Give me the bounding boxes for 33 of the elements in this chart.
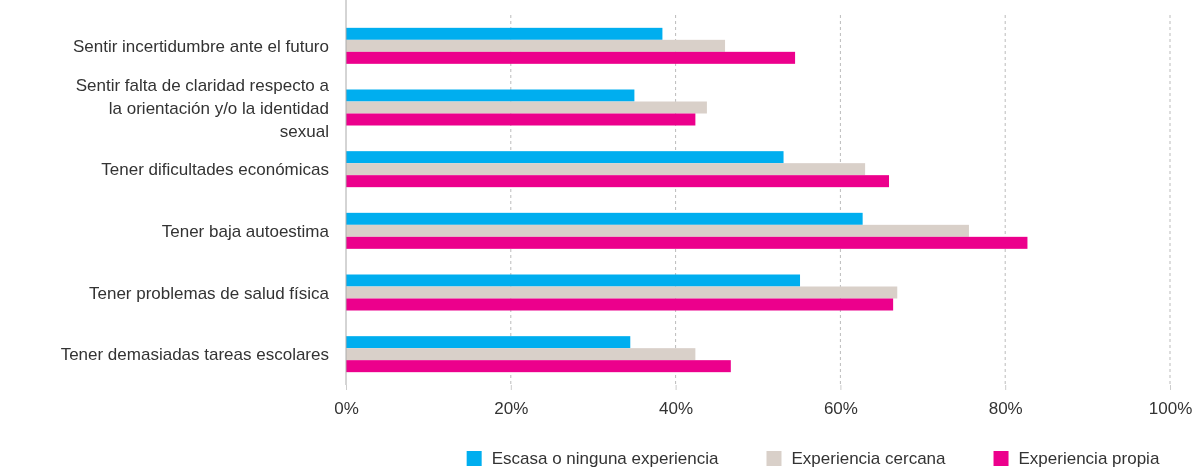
x-tick-label: 80%: [988, 399, 1023, 419]
bar: [346, 286, 898, 299]
y-tick-label: Tener dificultades económicas: [101, 160, 329, 180]
bar: [346, 101, 707, 114]
bar: [346, 27, 663, 40]
y-tick-label: Tener problemas de salud física: [88, 283, 330, 303]
bar: [346, 360, 731, 373]
x-tick-label: 40%: [659, 399, 694, 419]
bar: [346, 274, 801, 287]
bar: [346, 212, 863, 225]
bar: [346, 224, 969, 237]
y-tick-label: Sentir incertidumbre ante el futuro: [72, 36, 329, 56]
x-tick-label: 0%: [334, 399, 359, 419]
bar: [346, 336, 631, 349]
bar: [346, 236, 1028, 249]
bar: [346, 89, 635, 102]
bar: [346, 151, 784, 164]
legend-label: Escasa o ninguna experiencia: [491, 449, 720, 468]
y-tick-label: Tener demasiadas tareas escolares: [60, 345, 329, 365]
x-tick-label: 20%: [494, 399, 529, 419]
y-tick-label: Tener baja autoestima: [161, 221, 330, 241]
bar: [346, 39, 726, 52]
x-tick-label: 60%: [823, 399, 858, 419]
bar: [346, 113, 696, 126]
bar: [346, 175, 890, 188]
legend-label: Experiencia propia: [1018, 449, 1160, 468]
bar: [346, 51, 796, 64]
bar: [346, 348, 696, 361]
bar: [346, 163, 866, 176]
legend-label: Experiencia cercana: [791, 449, 947, 468]
bar: [346, 298, 894, 311]
x-tick-label: 100%: [1148, 399, 1193, 419]
y-tick-label: Sentir falta de claridad respecto a la orientación y/o la identidad sexual: [75, 75, 330, 141]
